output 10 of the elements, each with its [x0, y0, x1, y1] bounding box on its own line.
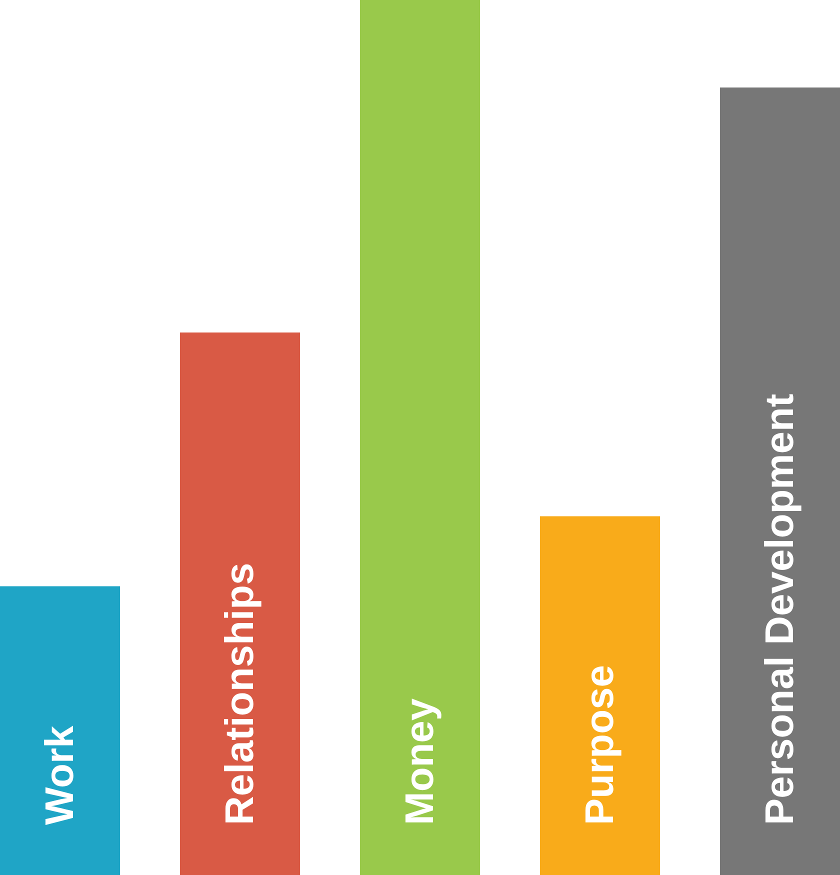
bar	[180, 332, 300, 875]
x-tick-label: Purpose	[578, 664, 622, 825]
x-tick-label: Relationships	[218, 562, 262, 825]
bar	[0, 586, 120, 875]
bar	[360, 0, 480, 875]
bar	[540, 516, 660, 875]
x-tick-label: Personal Development	[758, 394, 802, 825]
bar	[720, 88, 840, 875]
x-tick-label: Work	[38, 724, 82, 825]
x-tick-label: Money	[398, 698, 442, 825]
